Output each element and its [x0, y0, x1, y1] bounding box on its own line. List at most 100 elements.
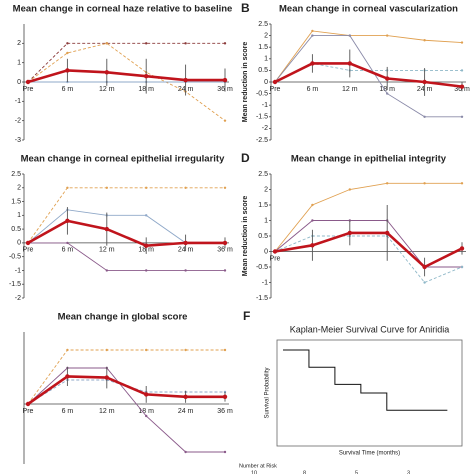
- point: [144, 392, 149, 397]
- point: [311, 203, 314, 207]
- y-tick-label: 2.5: [11, 171, 21, 178]
- point: [311, 219, 314, 222]
- point: [223, 186, 227, 189]
- x-tick-label: Pre: [270, 86, 281, 93]
- mean-line: [27, 375, 225, 406]
- point: [310, 61, 315, 66]
- x-tick-label: 6 m: [62, 86, 74, 93]
- patient-line: [274, 235, 463, 284]
- point: [386, 34, 389, 37]
- point: [460, 115, 464, 119]
- point: [272, 249, 278, 254]
- y-tick-label: 2: [17, 185, 21, 192]
- point: [104, 226, 110, 232]
- point: [144, 243, 149, 248]
- panel-title: Mean change in global score: [58, 312, 188, 323]
- point: [385, 76, 390, 81]
- point: [222, 240, 228, 246]
- point: [423, 115, 426, 119]
- y-tick-label: 1: [264, 56, 268, 63]
- point: [183, 240, 188, 246]
- point: [66, 186, 69, 189]
- point: [423, 182, 426, 185]
- point: [386, 182, 389, 185]
- patient-line: [27, 349, 225, 405]
- panel-letter: B: [241, 1, 250, 15]
- y-tick-label: 1: [17, 60, 21, 67]
- point: [223, 42, 227, 45]
- y-tick-label: -3: [15, 137, 21, 144]
- x-tick-label: Pre: [23, 86, 34, 93]
- y-tick-label: 1.5: [258, 202, 268, 209]
- x-tick-label: 12 m: [99, 247, 115, 254]
- point: [25, 240, 31, 246]
- point: [459, 246, 465, 251]
- x-tick-label: Pre: [270, 255, 281, 262]
- point: [459, 84, 465, 89]
- panel-title: Mean change in corneal haze relative to …: [13, 4, 233, 15]
- point: [105, 186, 109, 189]
- point: [422, 79, 427, 85]
- patient-line: [274, 62, 462, 83]
- y-tick-label: -1.5: [9, 281, 21, 288]
- y-tick-label: -2: [262, 125, 268, 132]
- x-tick-label: 6 m: [62, 247, 74, 254]
- y-tick-label: -1: [262, 102, 268, 109]
- mean-line: [274, 231, 463, 269]
- x-tick-label: 6 m: [62, 408, 74, 415]
- x-tick-label: 24 m: [178, 408, 194, 415]
- point: [25, 79, 31, 85]
- point: [184, 42, 187, 45]
- y-tick-label: 0: [17, 79, 21, 86]
- y-tick-label: -1: [15, 267, 21, 274]
- y-tick-label: 0.5: [258, 233, 268, 240]
- point: [347, 61, 352, 66]
- mean-line: [274, 62, 463, 88]
- point: [222, 394, 228, 399]
- y-tick-label: 0: [17, 240, 21, 247]
- point: [223, 119, 227, 122]
- point: [25, 401, 31, 407]
- point: [385, 230, 390, 236]
- patient-line: [27, 367, 225, 453]
- y-tick-label: 2.5: [258, 21, 268, 28]
- patient-line: [27, 42, 226, 122]
- y-tick-label: 1.5: [258, 44, 268, 51]
- point: [223, 450, 227, 454]
- mean-line: [27, 219, 225, 247]
- point: [183, 77, 188, 83]
- patient-line: [274, 182, 462, 252]
- y-tick-label: -1.5: [256, 114, 268, 121]
- plot-frame: [276, 339, 463, 447]
- point: [348, 34, 351, 37]
- point: [145, 414, 148, 418]
- patient-line: [27, 187, 225, 244]
- point: [184, 269, 187, 272]
- y-tick-label: 0.5: [258, 67, 268, 74]
- mean-line: [27, 69, 225, 84]
- point: [65, 218, 70, 224]
- risk-count: 8: [303, 470, 306, 474]
- point: [423, 281, 426, 284]
- y-tick-label: -0.5: [256, 264, 268, 271]
- y-tick-label: -1.5: [256, 295, 268, 302]
- point: [311, 34, 314, 37]
- point: [145, 186, 148, 189]
- point: [145, 269, 148, 272]
- point: [65, 374, 70, 379]
- point: [184, 348, 187, 352]
- panel-title: Mean change in corneal epithelial irregu…: [21, 154, 225, 165]
- point: [184, 450, 187, 454]
- point: [223, 348, 227, 352]
- point: [144, 74, 149, 79]
- point: [105, 348, 109, 352]
- y-tick-label: 2: [17, 40, 21, 47]
- y-tick-label: 1: [17, 212, 21, 219]
- point: [347, 230, 352, 236]
- x-tick-label: 36 m: [217, 408, 233, 415]
- point: [104, 375, 110, 380]
- risk-count: 5: [355, 470, 358, 474]
- point: [66, 348, 69, 352]
